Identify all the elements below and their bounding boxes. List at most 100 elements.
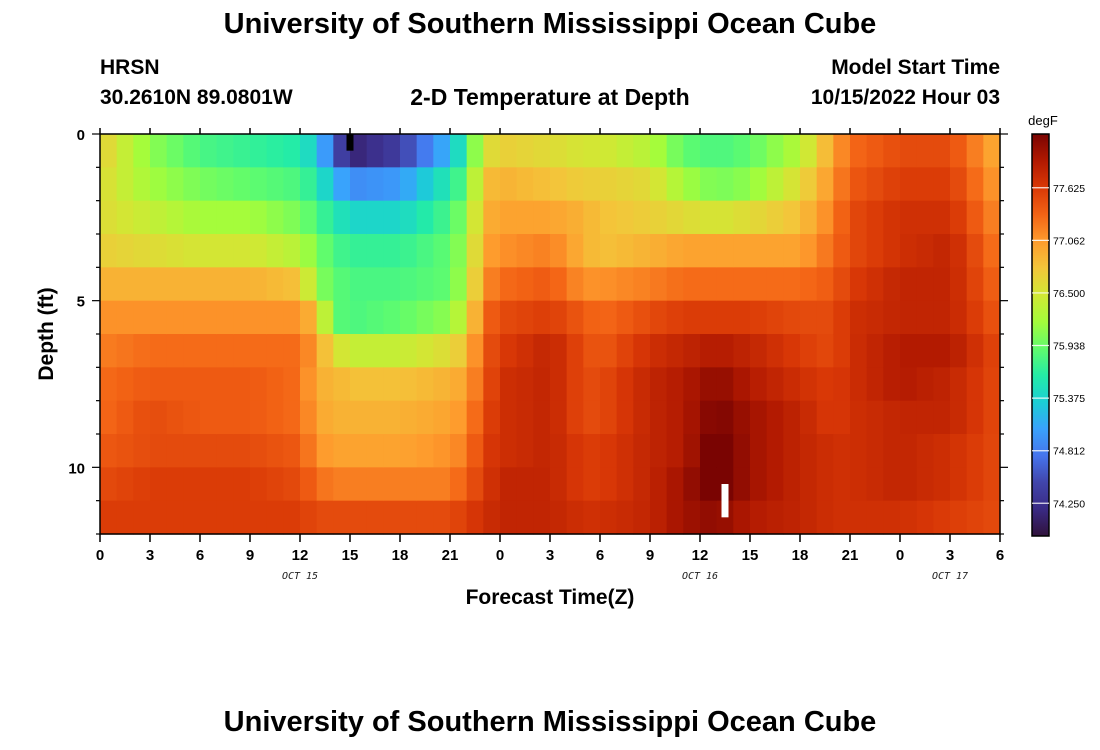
x-tick-label: 0 xyxy=(496,547,504,564)
heatmap-cell xyxy=(150,400,168,435)
heatmap-cell xyxy=(650,267,668,302)
heatmap-cell xyxy=(266,167,284,202)
heatmap-cell xyxy=(516,167,534,202)
heatmap-cell xyxy=(150,234,168,268)
heatmap-cell xyxy=(133,334,151,368)
heatmap-cell xyxy=(183,400,201,435)
heatmap-cell xyxy=(666,467,684,502)
heatmap-cell xyxy=(566,167,584,202)
heatmap-cell xyxy=(583,267,601,302)
heatmap-cell xyxy=(533,267,551,302)
heatmap-cell xyxy=(816,367,834,402)
heatmap-cell xyxy=(916,334,934,368)
heatmap-cell xyxy=(916,200,934,235)
heatmap-cell xyxy=(450,367,468,402)
x-tick-label: 0 xyxy=(96,547,104,564)
heatmap-cell xyxy=(616,234,634,268)
heatmap-cell xyxy=(733,467,751,502)
heatmap-cell xyxy=(816,234,834,268)
heatmap-cell xyxy=(683,300,701,335)
x-tick-label: 18 xyxy=(792,547,809,564)
heatmap-cell xyxy=(966,200,984,235)
heatmap-cell xyxy=(550,500,568,535)
heatmap-cell xyxy=(116,467,134,502)
heatmap-cell xyxy=(450,134,468,168)
heatmap-cell xyxy=(516,400,534,435)
heatmap-cell xyxy=(450,234,468,268)
heatmap-cell xyxy=(216,234,234,268)
heatmap-cell xyxy=(800,367,818,402)
heatmap-cell xyxy=(433,500,451,535)
heatmap-cell xyxy=(883,500,901,535)
heatmap-cell xyxy=(566,500,584,535)
heatmap-cell xyxy=(516,234,534,268)
heatmap-cell xyxy=(833,267,851,302)
heatmap-cell xyxy=(466,200,484,235)
heatmap-cell xyxy=(950,434,968,468)
heatmap-cell xyxy=(416,134,434,168)
heatmap-cell xyxy=(833,400,851,435)
heatmap-cell xyxy=(733,267,751,302)
heatmap-cell xyxy=(250,467,268,502)
heatmap-cell xyxy=(900,234,918,268)
heatmap-cell xyxy=(750,467,768,502)
heatmap-cell xyxy=(516,334,534,368)
heatmap-cell xyxy=(750,367,768,402)
heatmap-cell xyxy=(750,267,768,302)
heatmap-cell xyxy=(300,200,318,235)
heatmap-cell xyxy=(983,300,1001,335)
heatmap-cell xyxy=(733,500,751,535)
position-marker xyxy=(346,134,354,151)
heatmap-cell xyxy=(116,134,134,168)
heatmap-cell xyxy=(800,467,818,502)
heatmap-cell xyxy=(200,300,218,335)
heatmap-cell xyxy=(700,500,718,535)
heatmap-cell xyxy=(650,334,668,368)
heatmap-cell xyxy=(250,267,268,302)
heatmap-cell xyxy=(950,400,968,435)
heatmap-cell xyxy=(983,467,1001,502)
heatmap-cell xyxy=(433,267,451,302)
heatmap-cell xyxy=(633,300,651,335)
heatmap-cell xyxy=(966,167,984,202)
heatmap-cell xyxy=(466,400,484,435)
heatmap-cell xyxy=(550,234,568,268)
heatmap-cell xyxy=(283,367,301,402)
heatmap-cell xyxy=(883,467,901,502)
heatmap-cell xyxy=(300,367,318,402)
heatmap-cell xyxy=(350,334,368,368)
heatmap-cell xyxy=(966,434,984,468)
heatmap-cell xyxy=(133,267,151,302)
heatmap-cell xyxy=(566,234,584,268)
heatmap-cell xyxy=(566,434,584,468)
heatmap-cell xyxy=(300,500,318,535)
heatmap-cell xyxy=(100,200,118,235)
heatmap-cell xyxy=(583,167,601,202)
heatmap-cell xyxy=(266,234,284,268)
heatmap-cell xyxy=(450,467,468,502)
heatmap-cell xyxy=(933,334,951,368)
heatmap-cell xyxy=(383,267,401,302)
heatmap-cell xyxy=(416,200,434,235)
heatmap-cell xyxy=(800,500,818,535)
heatmap-cell xyxy=(666,234,684,268)
heatmap-cell xyxy=(866,367,884,402)
heatmap-cell xyxy=(250,334,268,368)
heatmap-cell xyxy=(533,434,551,468)
heatmap-cell xyxy=(266,400,284,435)
heatmap-cell xyxy=(450,500,468,535)
heatmap-cell xyxy=(533,167,551,202)
heatmap-cell xyxy=(533,234,551,268)
heatmap-cell xyxy=(416,234,434,268)
heatmap-cell xyxy=(916,467,934,502)
heatmap-cell xyxy=(983,400,1001,435)
heatmap-cell xyxy=(516,434,534,468)
heatmap-cell xyxy=(633,434,651,468)
heatmap-cell xyxy=(150,167,168,202)
heatmap-cell xyxy=(366,367,384,402)
heatmap-cell xyxy=(766,300,784,335)
heatmap-cell xyxy=(366,467,384,502)
x-tick-label: 21 xyxy=(442,547,459,564)
heatmap-cell xyxy=(750,434,768,468)
heatmap-cell xyxy=(650,500,668,535)
